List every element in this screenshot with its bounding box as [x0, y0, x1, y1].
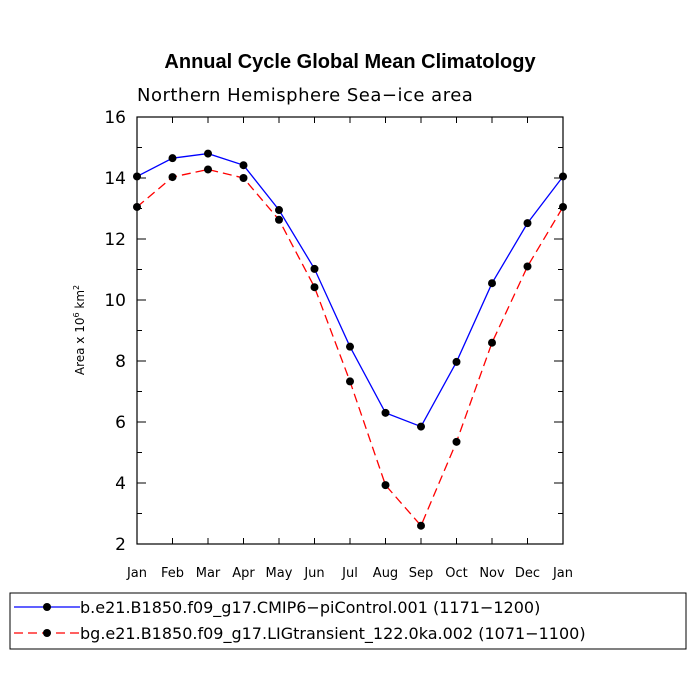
y-tick-label: 6 [115, 413, 126, 433]
data-point [204, 165, 212, 174]
chart-title: Annual Cycle Global Mean Climatology [164, 51, 536, 73]
data-point [452, 437, 461, 446]
y-tick-label: 8 [115, 352, 126, 372]
data-point [310, 264, 319, 273]
y-tick-label: 14 [104, 169, 126, 189]
x-tick-label: Jul [341, 566, 358, 581]
legend: b.e21.B1850.f09_g17.CMIP6−piControl.001 … [9, 592, 687, 650]
data-point [488, 279, 496, 288]
legend-marker [43, 603, 51, 611]
series-2 [133, 165, 567, 530]
legend-item: b.e21.B1850.f09_g17.CMIP6−piControl.001 … [14, 598, 540, 618]
x-tick-label: Apr [232, 566, 255, 581]
data-point [346, 342, 354, 351]
data-point [417, 422, 425, 431]
x-tick-label: Oct [445, 566, 467, 581]
y-tick-label: 12 [104, 230, 126, 250]
data-point [523, 262, 532, 271]
data-point [275, 206, 283, 215]
data-point [239, 174, 248, 182]
x-tick-label: Nov [479, 566, 505, 581]
data-point [168, 173, 177, 182]
x-tick-label: May [266, 566, 293, 581]
chart-subtitle: Northern Hemisphere Sea−ice area [137, 85, 473, 106]
legend-item: bg.e21.B1850.f09_g17.LIGtransient_122.0k… [14, 624, 586, 644]
data-point [381, 481, 390, 490]
data-point [417, 521, 425, 530]
x-tick-label: Dec [515, 566, 540, 581]
y-tick-label: 4 [115, 474, 126, 494]
legend-label: bg.e21.B1850.f09_g17.LIGtransient_122.0k… [80, 624, 586, 644]
y-axis-label: Area x 106 km2 [72, 285, 87, 375]
x-tick-label: Jan [552, 566, 573, 581]
x-tick-label: Aug [373, 566, 398, 581]
x-tick-label: Jun [303, 566, 324, 581]
data-point [275, 215, 283, 224]
axis-ticks: Jan Feb Mar Apr May Jun Jul Aug Sep Oct Nov Dec Jan2… [104, 108, 573, 581]
series-line [136, 152, 564, 428]
y-tick-label: 10 [104, 291, 126, 311]
data-point [452, 357, 461, 366]
x-tick-label: Mar [196, 566, 221, 581]
y-tick-label: 2 [115, 535, 126, 555]
series-layer [133, 149, 567, 530]
y-tick-label: 16 [104, 108, 126, 128]
x-tick-label: Sep [409, 566, 434, 581]
x-tick-label: Jan [126, 566, 147, 581]
data-point [239, 161, 248, 170]
x-tick-label: Feb [161, 566, 184, 581]
data-point [168, 154, 177, 163]
plot-frame [136, 116, 564, 545]
data-point [133, 202, 141, 211]
data-point [133, 172, 141, 181]
legend-label: b.e21.B1850.f09_g17.CMIP6−piControl.001 … [80, 598, 540, 618]
data-point [523, 219, 532, 228]
data-point [559, 202, 567, 211]
data-point [310, 283, 319, 292]
data-point [559, 172, 567, 181]
data-point [346, 377, 354, 386]
legend-box [9, 592, 687, 650]
data-point [204, 149, 212, 158]
legend-marker [43, 629, 51, 637]
series-1 [133, 149, 567, 431]
data-point [488, 338, 496, 347]
data-point [381, 408, 390, 417]
